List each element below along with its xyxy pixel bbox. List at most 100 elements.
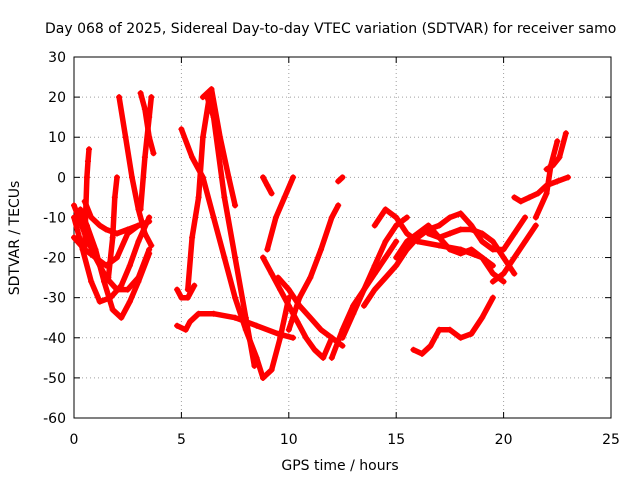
data-point-marker <box>71 234 77 241</box>
data-point-marker <box>382 238 389 245</box>
data-point-marker <box>328 214 335 221</box>
data-point-marker <box>410 346 417 353</box>
data-point-marker <box>414 238 421 245</box>
data-point-marker <box>146 218 153 225</box>
data-point-marker <box>511 270 518 277</box>
data-point-marker <box>184 294 191 301</box>
x-tick-label: 25 <box>602 432 620 448</box>
data-point-marker <box>457 226 464 233</box>
y-tick-label: -50 <box>43 371 66 387</box>
data-point-marker <box>272 214 279 221</box>
data-point-marker <box>290 174 297 181</box>
data-point-marker <box>489 262 496 269</box>
data-point-marker <box>268 366 275 373</box>
data-point-marker <box>221 194 228 201</box>
data-point-marker <box>382 274 389 281</box>
data-point-marker <box>522 238 529 245</box>
data-point-marker <box>260 254 267 261</box>
data-point-marker <box>208 86 215 93</box>
data-point-marker <box>446 214 453 221</box>
series-arc-8 <box>116 94 155 249</box>
data-point-marker <box>210 214 217 221</box>
data-point-marker <box>339 342 346 349</box>
y-tick-label: 0 <box>57 170 66 186</box>
series-arc-10 <box>137 90 157 157</box>
data-point-marker <box>122 134 129 141</box>
data-point-marker <box>457 210 464 217</box>
data-point-marker <box>382 254 389 261</box>
data-point-marker <box>457 334 464 341</box>
data-point-marker <box>479 314 486 321</box>
data-point-marker <box>137 206 144 213</box>
data-point-marker <box>253 322 260 329</box>
data-point-marker <box>562 130 569 137</box>
data-point-marker <box>446 230 453 237</box>
series-arc-26 <box>361 222 442 309</box>
data-point-marker <box>307 314 314 321</box>
series-arc-35 <box>543 130 569 173</box>
data-point-marker <box>550 162 557 169</box>
series-arc-17 <box>260 294 292 381</box>
data-point-marker <box>232 202 239 209</box>
data-point-marker <box>296 294 303 301</box>
data-point-marker <box>522 214 529 221</box>
y-tick-label: 30 <box>48 50 66 66</box>
data-point-marker <box>403 238 410 245</box>
data-point-marker <box>436 326 443 333</box>
data-point-marker <box>371 262 378 269</box>
data-point-marker <box>511 254 518 261</box>
data-point-marker <box>82 206 89 213</box>
data-point-marker <box>393 222 400 229</box>
data-point-marker <box>268 270 275 277</box>
data-point-marker <box>83 174 90 181</box>
data-point-marker <box>489 246 496 253</box>
data-point-marker <box>285 302 292 309</box>
data-point-marker <box>92 246 99 253</box>
data-point-marker <box>318 246 325 253</box>
data-point-marker <box>393 214 400 221</box>
y-tick-label: 20 <box>48 90 66 106</box>
data-point-marker <box>124 286 131 293</box>
x-axis-label: GPS time / hours <box>281 458 398 474</box>
data-point-marker <box>96 298 103 305</box>
data-point-marker <box>457 250 464 257</box>
data-point-marker <box>135 238 142 245</box>
data-point-marker <box>199 134 206 141</box>
data-point-marker <box>534 190 541 197</box>
data-point-marker <box>532 214 539 221</box>
data-point-marker <box>489 238 496 245</box>
data-point-marker <box>511 194 518 201</box>
data-point-marker <box>189 154 196 161</box>
data-point-marker <box>285 326 292 333</box>
data-point-marker <box>393 254 400 261</box>
data-point-marker <box>436 242 443 249</box>
data-point-marker <box>446 246 453 253</box>
data-point-marker <box>232 294 239 301</box>
data-point-marker <box>285 286 292 293</box>
data-point-marker <box>195 310 202 317</box>
data-point-marker <box>403 214 410 221</box>
data-point-marker <box>339 334 346 341</box>
y-tick-label: -10 <box>43 210 66 226</box>
data-point-marker <box>137 90 144 97</box>
data-point-marker <box>118 282 125 289</box>
data-point-marker <box>294 318 301 325</box>
data-point-marker <box>96 222 103 229</box>
data-point-marker <box>135 278 142 285</box>
data-point-marker <box>328 354 335 361</box>
data-point-marker <box>311 346 318 353</box>
x-tick-label: 0 <box>70 432 79 448</box>
data-point-marker <box>500 270 507 277</box>
data-point-marker <box>500 246 507 253</box>
data-point-marker <box>116 94 123 101</box>
y-tick-label: -30 <box>43 291 66 307</box>
data-point-marker <box>141 230 148 237</box>
data-point-marker <box>489 294 496 301</box>
data-point-marker <box>225 174 232 181</box>
data-point-marker <box>126 298 133 305</box>
data-point-marker <box>221 254 228 261</box>
data-point-marker <box>517 198 524 205</box>
x-tick-label: 5 <box>177 432 186 448</box>
data-point-marker <box>468 222 475 229</box>
